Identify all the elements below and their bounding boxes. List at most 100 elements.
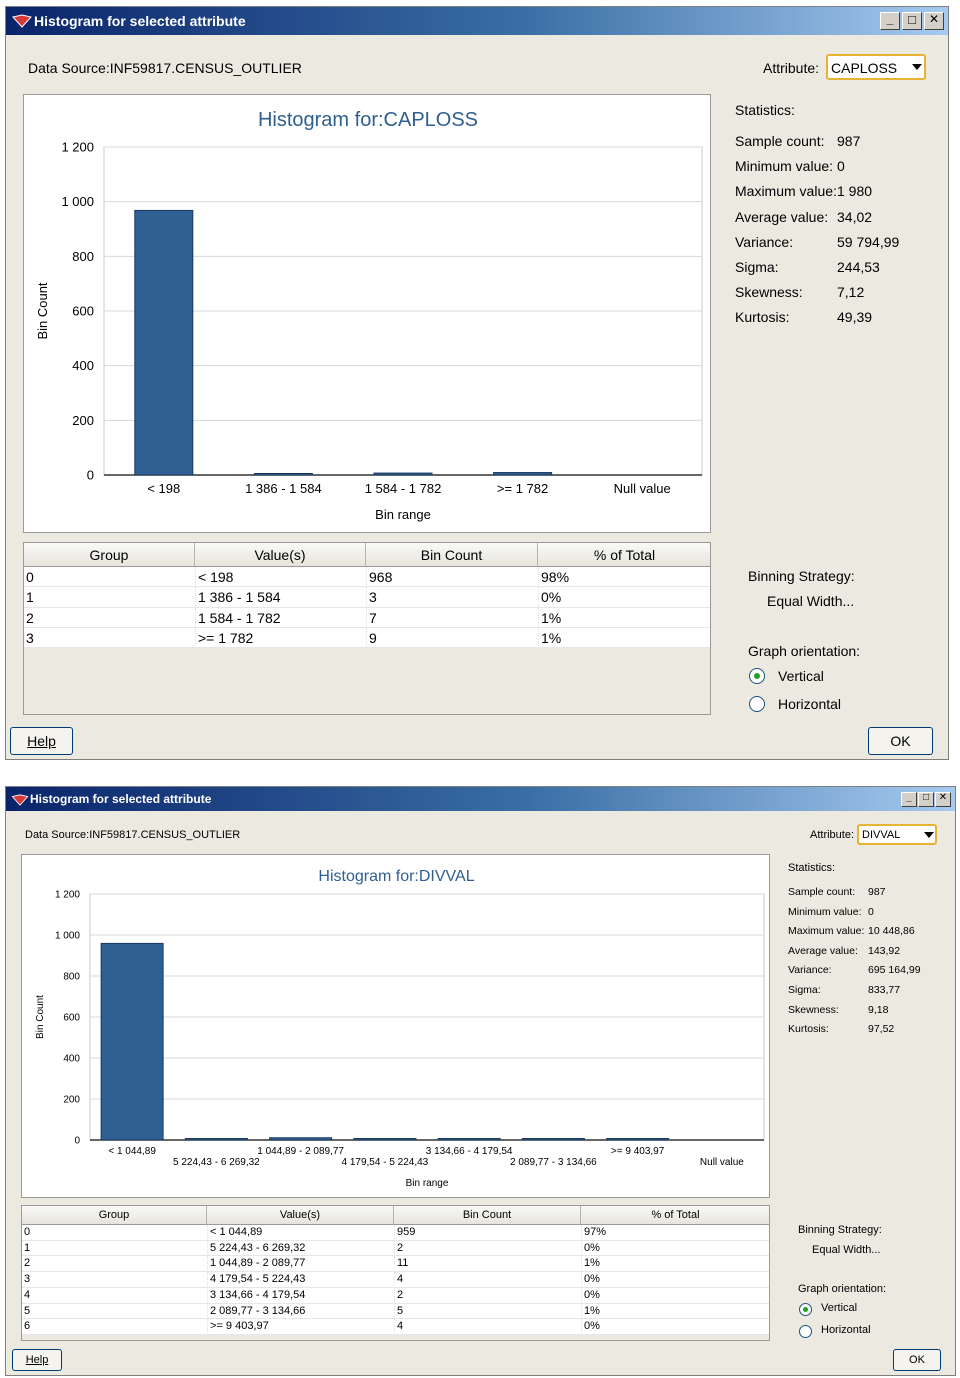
column-header[interactable]: Value(s) — [207, 1206, 394, 1225]
table-cell: >= 1 782 — [195, 627, 366, 649]
y-tick-label: 1 000 — [55, 931, 80, 942]
table-cell: 1% — [581, 1256, 769, 1273]
table-row[interactable]: 3 >= 1 782 9 1% — [24, 627, 710, 649]
table-cell: 0% — [581, 1287, 769, 1304]
binning-strategy-link[interactable]: Equal Width... — [767, 593, 855, 609]
bar — [100, 942, 164, 1141]
stat-label: Kurtosis: — [735, 309, 790, 326]
table-row[interactable]: 0 < 1 044,89 959 97% — [22, 1225, 769, 1241]
y-tick-label: 200 — [63, 1095, 80, 1106]
app-icon — [12, 14, 32, 33]
vertical-option-label[interactable]: Vertical — [778, 668, 824, 684]
chart-panel: Histogram for:DIVVAL 0 200 400 600 800 1 000 1… — [21, 854, 770, 1198]
ok-button-label: OK — [890, 733, 911, 749]
vertical-option-label[interactable]: Vertical — [821, 1302, 858, 1314]
minimize-button[interactable]: _ — [880, 12, 900, 30]
column-header[interactable]: Bin Count — [366, 543, 538, 567]
bar — [521, 1138, 585, 1141]
row-divider — [24, 626, 710, 628]
y-tick-label: 600 — [72, 304, 94, 319]
bar — [269, 1137, 333, 1141]
bar — [184, 1138, 248, 1141]
y-tick-label: 800 — [72, 249, 94, 264]
stat-value: 695 164,99 — [868, 964, 921, 977]
title-bar[interactable]: Histogram for selected attribute _ □ ✕ — [6, 7, 948, 35]
help-button-label: Help — [25, 1354, 49, 1366]
histogram-window-divval: Histogram for selected attribute _ □ ✕ D… — [5, 786, 956, 1376]
help-button[interactable]: Help — [12, 1349, 62, 1371]
attribute-dropdown[interactable]: DIVVAL — [857, 824, 937, 845]
column-header[interactable]: % of Total — [581, 1206, 769, 1225]
horizontal-option-label[interactable]: Horizontal — [778, 696, 842, 712]
stat-label: Kurtosis: — [788, 1023, 829, 1036]
column-header[interactable]: Group — [24, 543, 195, 567]
horizontal-radio[interactable] — [749, 696, 765, 712]
stat-value: 143,92 — [868, 944, 901, 957]
stat-label: Variance: — [788, 964, 832, 977]
chart-panel: Histogram for:CAPLOSS 0 200 400 600 800 1 000… — [23, 94, 711, 533]
stat-label: Minimum value: — [788, 905, 862, 918]
table-row[interactable]: 4 3 134,66 - 4 179,54 2 0% — [22, 1287, 769, 1304]
table-row[interactable]: 3 4 179,54 - 5 224,43 4 0% — [22, 1272, 769, 1288]
attribute-dropdown-value: DIVVAL — [862, 829, 901, 841]
table-cell: 2 — [394, 1287, 581, 1304]
ok-button[interactable]: OK — [868, 727, 933, 755]
binning-strategy-link[interactable]: Equal Width... — [812, 1244, 881, 1256]
table-cell: 2 — [394, 1240, 581, 1257]
vertical-radio[interactable] — [749, 668, 765, 684]
table-row[interactable]: 2 1 584 - 1 782 7 1% — [24, 607, 710, 628]
attribute-label: Attribute: — [763, 60, 820, 76]
x-category-label: 3 134,66 - 4 179,54 — [426, 1146, 513, 1157]
x-category-label: 5 224,43 - 6 269,32 — [173, 1157, 260, 1168]
title-bar[interactable]: Histogram for selected attribute _ □ ✕ — [6, 787, 955, 811]
horizontal-radio[interactable] — [799, 1325, 812, 1338]
y-tick-label: 1 200 — [55, 890, 80, 901]
horizontal-option-label[interactable]: Horizontal — [821, 1324, 871, 1336]
close-button[interactable]: ✕ — [924, 12, 944, 30]
bar — [493, 472, 553, 476]
column-header[interactable]: Bin Count — [394, 1206, 581, 1225]
table-header: Group Value(s) Bin Count% of Total — [22, 1206, 769, 1225]
maximize-button[interactable]: □ — [918, 792, 934, 807]
stat-label: Maximum value: — [735, 183, 837, 200]
help-button[interactable]: Help — [10, 727, 73, 755]
chart-title: Histogram for:DIVVAL — [318, 868, 475, 885]
stat-value: 987 — [868, 886, 886, 898]
ok-button[interactable]: OK — [893, 1349, 941, 1371]
y-tick-label: 1 000 — [61, 194, 94, 209]
x-category-label: < 198 — [147, 481, 180, 496]
column-header[interactable]: Value(s) — [195, 543, 366, 567]
table-cell: 0% — [538, 587, 710, 608]
close-button[interactable]: ✕ — [935, 792, 951, 807]
row-divider — [22, 1333, 769, 1335]
row-divider — [24, 586, 710, 588]
table-cell: 1 584 - 1 782 — [195, 607, 366, 628]
table-cell: 98% — [538, 567, 710, 588]
y-tick-label: 1 200 — [61, 140, 94, 155]
table-row[interactable]: 6 >= 9 403,97 4 0% — [22, 1319, 769, 1335]
histogram-window-caploss: Histogram for selected attribute _ □ ✕ D… — [5, 6, 949, 760]
table-cell: 4 179,54 - 5 224,43 — [207, 1272, 394, 1288]
table-row[interactable]: 2 1 044,89 - 2 089,77 11 1% — [22, 1256, 769, 1273]
stat-value: 0 — [868, 905, 874, 918]
maximize-button[interactable]: □ — [902, 12, 922, 30]
column-header[interactable]: % of Total — [538, 543, 710, 567]
data-source-label: Data Source:INF59817.CENSUS_OUTLIER — [28, 60, 302, 76]
statistics-label: Statistics: — [788, 862, 836, 874]
row-divider — [22, 1302, 769, 1304]
column-header[interactable]: Group — [22, 1206, 207, 1225]
table-row[interactable]: 1 5 224,43 - 6 269,32 2 0% — [22, 1240, 769, 1257]
table-cell: 4 — [394, 1272, 581, 1288]
row-divider — [22, 1286, 769, 1288]
table-row[interactable]: 0 < 198 968 98% — [24, 567, 710, 588]
stat-value: 244,53 — [837, 259, 880, 275]
vertical-radio[interactable] — [799, 1303, 812, 1316]
radio-selected-dot — [754, 673, 760, 679]
attribute-dropdown[interactable]: CAPLOSS — [826, 54, 926, 80]
stat-value: 1 980 — [837, 183, 873, 200]
minimize-button[interactable]: _ — [901, 792, 917, 807]
table-cell: 1% — [538, 607, 710, 628]
table-row[interactable]: 1 1 386 - 1 584 3 0% — [24, 587, 710, 608]
y-tick-label: 400 — [63, 1054, 80, 1065]
